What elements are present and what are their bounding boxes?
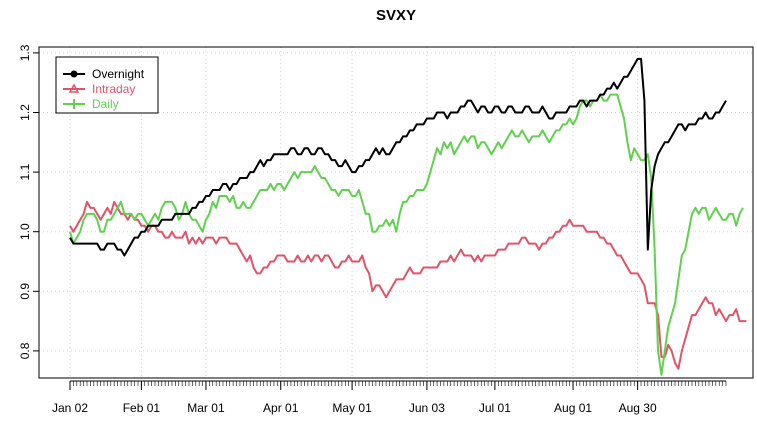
x-tick-label-3: Apr 01 <box>263 401 299 415</box>
x-tick-label-4: May 01 <box>332 401 372 415</box>
chart-title: SVXY <box>376 7 416 24</box>
x-tick-label-7: Aug 01 <box>554 401 592 415</box>
legend-marker-daily <box>69 99 79 109</box>
series-line-intraday <box>69 200 747 370</box>
legend-marker-intraday <box>68 83 80 93</box>
x-tick-label-0: Jan 02 <box>52 401 88 415</box>
legend-label-daily: Daily <box>92 97 119 111</box>
x-tick-label-2: Mar 01 <box>187 401 225 415</box>
y-tick-label-3: 1.1 <box>18 163 32 180</box>
y-axis: 0.8 0.9 1.0 1.1 1.2 1.3 <box>18 44 39 359</box>
plot-area-border <box>38 46 754 379</box>
series-line-overnight <box>69 57 727 257</box>
y-tick-label-2: 1.0 <box>18 223 32 240</box>
x-tick-label-1: Feb 01 <box>123 401 161 415</box>
legend-label-intraday: Intraday <box>92 82 135 96</box>
y-tick-label-5: 1.3 <box>18 44 32 61</box>
x-tick-label-8: Aug 30 <box>619 401 657 415</box>
legend-label-overnight: Overnight <box>92 67 145 81</box>
y-tick-label-4: 1.2 <box>18 104 32 121</box>
y-tick-label-0: 0.8 <box>18 342 32 359</box>
y-tick-label-1: 0.9 <box>18 283 32 300</box>
legend-marker-overnight <box>70 70 78 78</box>
x-axis: Jan 02 Feb 01 Mar 01 Apr 01 May 01 Jun 03 Jul … <box>52 380 727 415</box>
x-tick-label-6: Jul 01 <box>479 401 511 415</box>
x-tick-label-5: Jun 03 <box>409 401 445 415</box>
series-lines <box>69 57 747 376</box>
